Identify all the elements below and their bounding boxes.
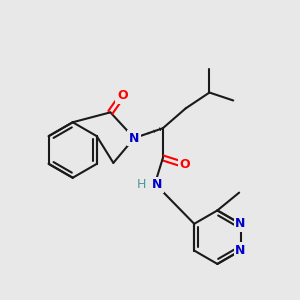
Text: N: N	[129, 132, 139, 145]
Text: N: N	[152, 178, 162, 191]
Text: N: N	[235, 217, 246, 230]
Text: N: N	[235, 244, 246, 257]
Text: O: O	[179, 158, 190, 171]
Text: O: O	[117, 89, 128, 102]
Text: H: H	[136, 178, 146, 191]
